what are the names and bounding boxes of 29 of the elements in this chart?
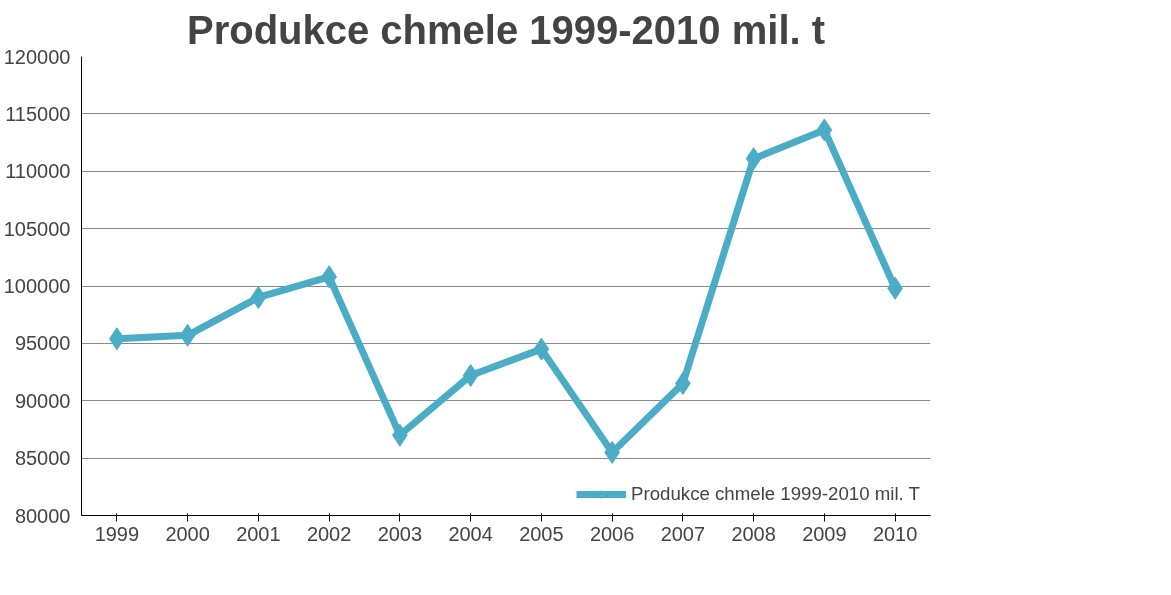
y-tick-label: 110000	[5, 160, 71, 183]
x-tick-label: 2010	[872, 522, 918, 545]
x-tick-label: 2008	[731, 522, 776, 545]
x-tick-label: 2002	[306, 522, 352, 545]
x-tick-label: 2009	[802, 522, 847, 545]
y-tick-label: 90000	[14, 389, 71, 412]
y-tick-label: 80000	[14, 504, 71, 527]
y-tick-label: 105000	[3, 217, 71, 240]
point	[179, 323, 196, 347]
x-tick-label: 2001	[236, 522, 281, 545]
x-tick-label: 2003	[377, 522, 423, 545]
x-tick-label: 2005	[519, 522, 564, 545]
point	[462, 364, 479, 388]
y-tick-label: 115000	[5, 102, 71, 125]
x-tick-label: 1999	[94, 522, 140, 545]
y-tick-label: 95000	[14, 332, 71, 355]
x-tick-label: 2004	[448, 522, 493, 545]
y-tick-label: 85000	[14, 447, 71, 470]
legend-label: Produkce chmele 1999-2010 mil. T	[631, 483, 920, 505]
x-tick-label: 2007	[660, 522, 706, 545]
x-tick-label: 2000	[165, 522, 210, 545]
point	[533, 337, 550, 361]
y-tick-label: 120000	[3, 45, 71, 68]
x-tick-label: 2006	[589, 522, 635, 545]
point	[816, 118, 833, 142]
y-tick-label: 100000	[3, 275, 71, 297]
point	[250, 285, 267, 309]
point	[745, 147, 762, 171]
chart-title: Produkce chmele 1999-2010 mil. t	[186, 7, 826, 52]
